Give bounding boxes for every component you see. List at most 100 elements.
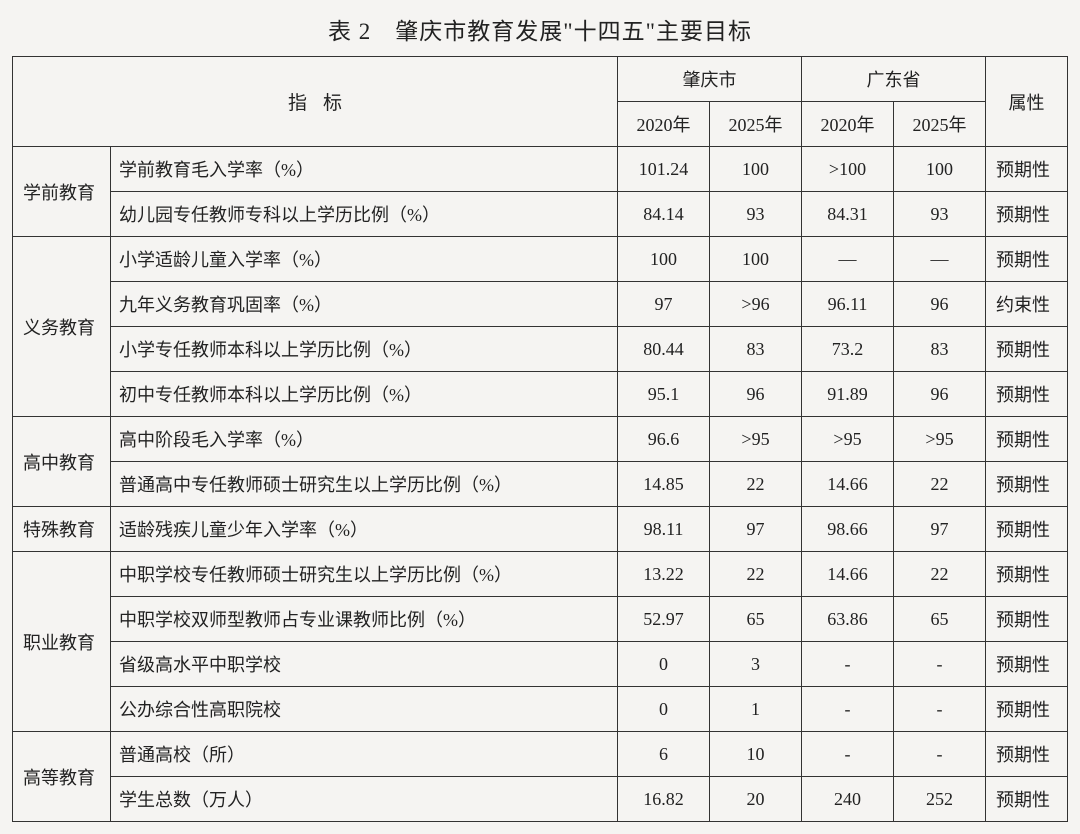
value-cell: 3 [710, 642, 802, 687]
value-cell: 73.2 [802, 327, 894, 372]
value-cell: 22 [894, 552, 986, 597]
value-cell: 96 [894, 372, 986, 417]
value-cell: 96.6 [618, 417, 710, 462]
targets-table: 指标 肇庆市 广东省 属性 2020年 2025年 2020年 2025年 学前… [12, 56, 1068, 822]
header-region-b-2020: 2020年 [802, 102, 894, 147]
metric-cell: 初中专任教师本科以上学历比例（%） [111, 372, 618, 417]
metric-cell: 学前教育毛入学率（%） [111, 147, 618, 192]
metric-cell: 普通高校（所） [111, 732, 618, 777]
table-title: 表 2 肇庆市教育发展"十四五"主要目标 [12, 12, 1068, 46]
metric-cell: 普通高中专任教师硕士研究生以上学历比例（%） [111, 462, 618, 507]
category-cell: 特殊教育 [13, 507, 111, 552]
value-cell: 16.82 [618, 777, 710, 822]
header-region-a-2020: 2020年 [618, 102, 710, 147]
attribute-cell: 预期性 [986, 552, 1068, 597]
metric-cell: 小学专任教师本科以上学历比例（%） [111, 327, 618, 372]
attribute-cell: 预期性 [986, 237, 1068, 282]
value-cell: 93 [894, 192, 986, 237]
category-cell: 高等教育 [13, 732, 111, 822]
attribute-cell: 预期性 [986, 147, 1068, 192]
header-region-a-2025: 2025年 [710, 102, 802, 147]
attribute-cell: 预期性 [986, 192, 1068, 237]
value-cell: 252 [894, 777, 986, 822]
value-cell: 101.24 [618, 147, 710, 192]
attribute-cell: 预期性 [986, 597, 1068, 642]
category-cell: 高中教育 [13, 417, 111, 507]
table-row: 普通高中专任教师硕士研究生以上学历比例（%）14.852214.6622预期性 [13, 462, 1068, 507]
value-cell: 65 [894, 597, 986, 642]
value-cell: >95 [802, 417, 894, 462]
table-row: 九年义务教育巩固率（%）97>9696.1196约束性 [13, 282, 1068, 327]
value-cell: 98.11 [618, 507, 710, 552]
value-cell: 97 [710, 507, 802, 552]
value-cell: 83 [894, 327, 986, 372]
attribute-cell: 预期性 [986, 777, 1068, 822]
value-cell: 97 [894, 507, 986, 552]
value-cell: 13.22 [618, 552, 710, 597]
attribute-cell: 预期性 [986, 642, 1068, 687]
value-cell: 240 [802, 777, 894, 822]
metric-cell: 学生总数（万人） [111, 777, 618, 822]
table-row: 学前教育学前教育毛入学率（%）101.24100>100100预期性 [13, 147, 1068, 192]
header-attribute: 属性 [986, 57, 1068, 147]
table-row: 初中专任教师本科以上学历比例（%）95.19691.8996预期性 [13, 372, 1068, 417]
table-row: 高等教育普通高校（所）610--预期性 [13, 732, 1068, 777]
value-cell: 93 [710, 192, 802, 237]
value-cell: 14.66 [802, 552, 894, 597]
value-cell: - [894, 642, 986, 687]
header-region-b-2025: 2025年 [894, 102, 986, 147]
metric-cell: 中职学校双师型教师占专业课教师比例（%） [111, 597, 618, 642]
attribute-cell: 预期性 [986, 417, 1068, 462]
header-region-a: 肇庆市 [618, 57, 802, 102]
value-cell: 84.31 [802, 192, 894, 237]
value-cell: - [894, 732, 986, 777]
value-cell: 96 [894, 282, 986, 327]
value-cell: - [802, 642, 894, 687]
table-row: 幼儿园专任教师专科以上学历比例（%）84.149384.3193预期性 [13, 192, 1068, 237]
metric-cell: 省级高水平中职学校 [111, 642, 618, 687]
metric-cell: 高中阶段毛入学率（%） [111, 417, 618, 462]
value-cell: 10 [710, 732, 802, 777]
value-cell: 22 [710, 552, 802, 597]
metric-cell: 适龄残疾儿童少年入学率（%） [111, 507, 618, 552]
value-cell: 100 [894, 147, 986, 192]
attribute-cell: 约束性 [986, 282, 1068, 327]
metric-cell: 小学适龄儿童入学率（%） [111, 237, 618, 282]
metric-cell: 九年义务教育巩固率（%） [111, 282, 618, 327]
value-cell: 96 [710, 372, 802, 417]
attribute-cell: 预期性 [986, 372, 1068, 417]
value-cell: 0 [618, 642, 710, 687]
table-row: 中职学校双师型教师占专业课教师比例（%）52.976563.8665预期性 [13, 597, 1068, 642]
attribute-cell: 预期性 [986, 507, 1068, 552]
value-cell: 63.86 [802, 597, 894, 642]
value-cell: 91.89 [802, 372, 894, 417]
value-cell: 80.44 [618, 327, 710, 372]
value-cell: >95 [894, 417, 986, 462]
header-region-b: 广东省 [802, 57, 986, 102]
table-row: 职业教育中职学校专任教师硕士研究生以上学历比例（%）13.222214.6622… [13, 552, 1068, 597]
value-cell: 20 [710, 777, 802, 822]
value-cell: 52.97 [618, 597, 710, 642]
attribute-cell: 预期性 [986, 687, 1068, 732]
value-cell: 1 [710, 687, 802, 732]
table-row: 公办综合性高职院校01--预期性 [13, 687, 1068, 732]
value-cell: — [894, 237, 986, 282]
value-cell: 83 [710, 327, 802, 372]
value-cell: >100 [802, 147, 894, 192]
attribute-cell: 预期性 [986, 327, 1068, 372]
metric-cell: 幼儿园专任教师专科以上学历比例（%） [111, 192, 618, 237]
table-row: 省级高水平中职学校03--预期性 [13, 642, 1068, 687]
value-cell: 100 [710, 147, 802, 192]
metric-cell: 公办综合性高职院校 [111, 687, 618, 732]
value-cell: >95 [710, 417, 802, 462]
category-cell: 学前教育 [13, 147, 111, 237]
value-cell: 100 [710, 237, 802, 282]
value-cell: 22 [894, 462, 986, 507]
value-cell: — [802, 237, 894, 282]
header-row-1: 指标 肇庆市 广东省 属性 [13, 57, 1068, 102]
value-cell: 97 [618, 282, 710, 327]
value-cell: 0 [618, 687, 710, 732]
value-cell: 100 [618, 237, 710, 282]
value-cell: - [894, 687, 986, 732]
table-row: 小学专任教师本科以上学历比例（%）80.448373.283预期性 [13, 327, 1068, 372]
